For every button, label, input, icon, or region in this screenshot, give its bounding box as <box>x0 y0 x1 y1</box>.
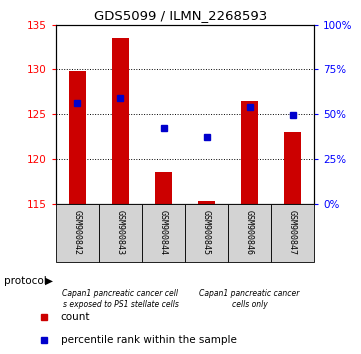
Bar <box>198 201 215 204</box>
Text: protocol: protocol <box>4 275 46 286</box>
Text: percentile rank within the sample: percentile rank within the sample <box>61 335 236 345</box>
Bar <box>142 204 185 262</box>
Bar <box>271 204 314 262</box>
Bar <box>56 204 99 262</box>
Text: GSM900845: GSM900845 <box>202 210 211 255</box>
Text: count: count <box>61 312 90 322</box>
Bar <box>155 172 172 204</box>
Text: GSM900846: GSM900846 <box>245 210 254 255</box>
Bar <box>99 204 142 262</box>
Text: GSM900844: GSM900844 <box>159 210 168 255</box>
Bar <box>284 132 301 204</box>
Text: Capan1 pancreatic cancer
cells only: Capan1 pancreatic cancer cells only <box>199 290 300 309</box>
Text: GSM900842: GSM900842 <box>73 210 82 255</box>
Bar <box>112 38 129 204</box>
Bar <box>228 204 271 262</box>
Bar <box>185 204 228 262</box>
Text: GDS5099 / ILMN_2268593: GDS5099 / ILMN_2268593 <box>94 9 267 22</box>
Text: Capan1 pancreatic cancer cell
s exposed to PS1 stellate cells: Capan1 pancreatic cancer cell s exposed … <box>62 290 178 309</box>
Text: ▶: ▶ <box>45 275 53 286</box>
Bar <box>69 71 86 204</box>
Bar <box>241 101 258 204</box>
Text: GSM900843: GSM900843 <box>116 210 125 255</box>
Text: GSM900847: GSM900847 <box>288 210 297 255</box>
